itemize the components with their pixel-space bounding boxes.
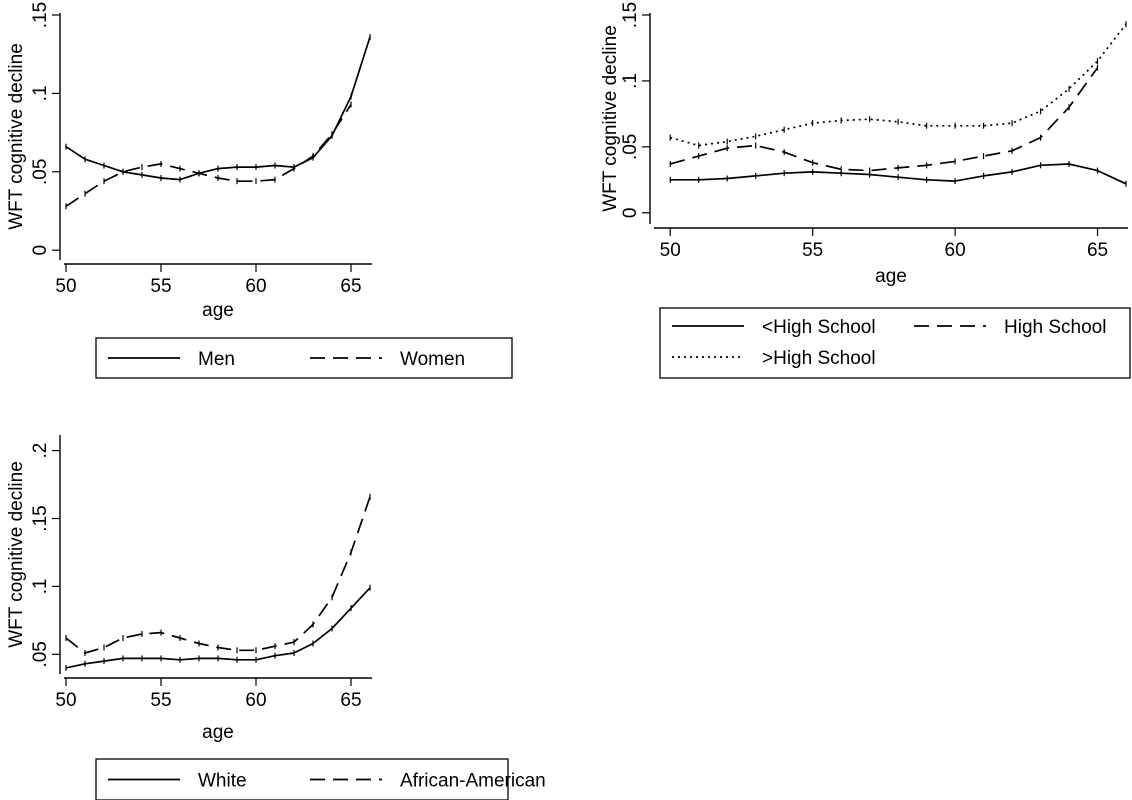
y-tick-label: 0	[620, 207, 641, 218]
legend-label: High School	[1004, 317, 1106, 338]
x-tick-label: 50	[660, 240, 681, 261]
series-line-2	[65, 496, 371, 654]
y-tick-label: 0	[30, 245, 51, 256]
x-tick-label: 60	[245, 276, 266, 297]
y-tick-label: .05	[30, 641, 51, 667]
x-axis-title: age	[202, 300, 234, 321]
legend-label: <High School	[762, 317, 876, 338]
legend-label: African-American	[400, 771, 546, 792]
x-tick-label: 60	[245, 690, 266, 711]
y-tick-label: .15	[30, 2, 51, 28]
legend-label: >High School	[762, 348, 876, 369]
series-line-1	[65, 36, 371, 181]
y-tick-label: .1	[620, 73, 641, 89]
series-line-2	[669, 67, 1099, 172]
y-axis-title: WFT cognitive decline	[600, 25, 621, 212]
series-line-2	[65, 103, 352, 208]
legend-box	[659, 307, 1131, 379]
x-tick-label: 55	[150, 690, 171, 711]
x-tick-label: 65	[340, 690, 361, 711]
y-tick-label: .15	[30, 505, 51, 531]
series-line-3	[669, 23, 1127, 147]
x-tick-label: 50	[55, 690, 76, 711]
x-tick-label: 55	[802, 240, 823, 261]
y-axis-title: WFT cognitive decline	[6, 461, 27, 648]
y-tick-label: .1	[30, 578, 51, 594]
legend-label: White	[198, 771, 247, 792]
y-tick-label: .05	[620, 134, 641, 160]
x-axis-title: age	[875, 266, 907, 287]
y-tick-label: .1	[30, 85, 51, 101]
y-tick-label: .15	[620, 2, 641, 28]
y-axis-title: WFT cognitive decline	[6, 43, 27, 230]
x-tick-label: 65	[1087, 240, 1108, 261]
x-axis-title: age	[202, 722, 234, 743]
legend-label: Men	[198, 349, 235, 370]
x-tick-label: 60	[945, 240, 966, 261]
x-tick-label: 65	[340, 276, 361, 297]
x-tick-label: 50	[55, 276, 76, 297]
x-tick-label: 55	[150, 276, 171, 297]
legend-label: Women	[400, 349, 465, 370]
y-tick-label: .05	[30, 159, 51, 185]
y-tick-label: .2	[30, 443, 51, 459]
